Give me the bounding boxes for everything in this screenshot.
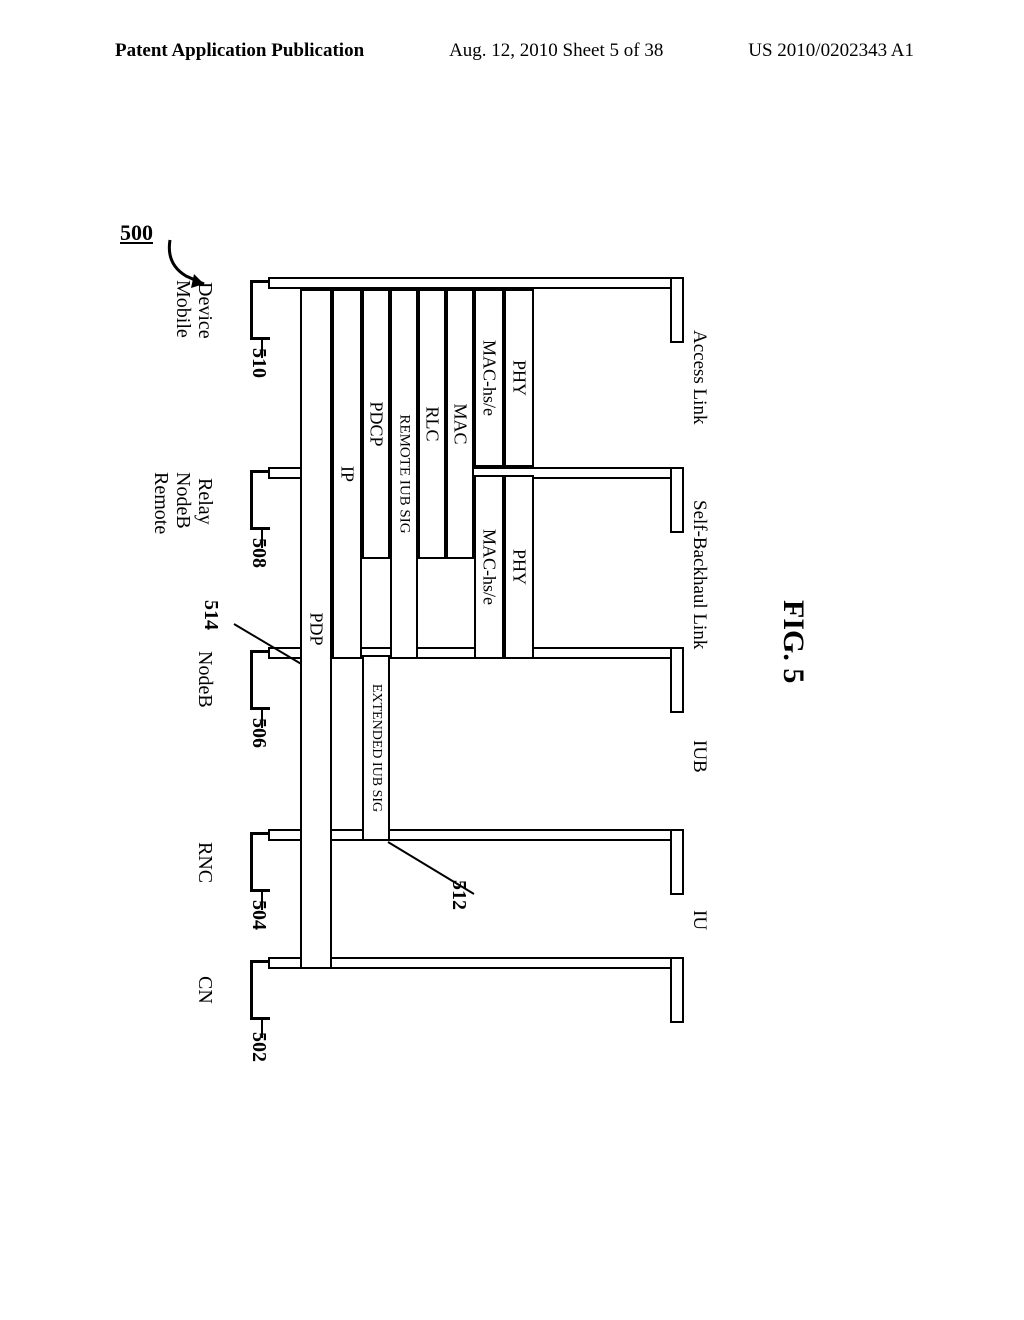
ref-502: 502 xyxy=(247,1032,270,1062)
label-relay-3: Relay xyxy=(193,478,216,525)
lead-502 xyxy=(261,1020,263,1038)
box-pdp: PDP xyxy=(300,289,332,969)
pub-date: Aug. 12, 2010 Sheet 5 of 38 xyxy=(449,40,663,62)
lead-504 xyxy=(261,892,263,910)
link-self-bh: Self-Backhaul Link xyxy=(688,500,710,649)
ref-510: 510 xyxy=(247,348,270,378)
lead-506 xyxy=(261,710,263,728)
figure-ref-500: 500 xyxy=(120,220,153,246)
txt-mac: MAC xyxy=(450,403,471,444)
txt-mac-hse-acc: MAC-hs/e xyxy=(479,340,500,416)
label-ue-2: Device xyxy=(193,282,216,339)
box-pdcp: PDCP xyxy=(362,289,390,559)
txt-ext-iub-sig: EXTENDED IUB SIG xyxy=(368,684,384,812)
box-mac-hse-acc: MAC-hs/e xyxy=(474,289,504,467)
post-relay xyxy=(670,467,684,533)
box-ip: IP xyxy=(332,289,362,659)
figure-caption: FIG. 5 xyxy=(776,600,810,683)
label-relay-2: NodeB xyxy=(171,472,194,529)
txt-phy-acc: PHY xyxy=(509,360,530,396)
label-nodeb: NodeB xyxy=(193,651,216,708)
bracket-cn xyxy=(250,960,270,1020)
box-rem-iub-sig: REMOTE IUB SIG xyxy=(390,289,418,659)
lead-512 xyxy=(384,838,484,898)
txt-phy-bh: PHY xyxy=(509,549,530,585)
lead-508 xyxy=(261,530,263,548)
link-iub: IUB xyxy=(688,740,710,773)
label-relay-1: Remote xyxy=(149,472,172,534)
box-phy-bh: PHY xyxy=(504,475,534,659)
ref-508: 508 xyxy=(247,538,270,568)
txt-rem-iub-sig: REMOTE IUB SIG xyxy=(396,414,413,533)
post-ue xyxy=(670,277,684,343)
lead-510 xyxy=(261,340,263,358)
post-nodeb xyxy=(670,647,684,713)
link-access: Access Link xyxy=(688,330,710,424)
pub-type: Patent Application Publication xyxy=(115,40,364,62)
box-mac-hse-bh: MAC-hs/e xyxy=(474,475,504,659)
box-rlc: RLC xyxy=(418,289,446,559)
link-iu: IU xyxy=(688,910,710,930)
post-cn xyxy=(670,957,684,1023)
label-ue-1: Mobile xyxy=(171,280,194,338)
ref-506: 506 xyxy=(247,718,270,748)
txt-rlc: RLC xyxy=(422,406,443,441)
box-ext-iub-sig: EXTENDED IUB SIG xyxy=(362,655,390,841)
label-cn: CN xyxy=(193,976,216,1004)
txt-pdcp: PDCP xyxy=(366,401,387,446)
txt-pdp: PDP xyxy=(306,612,327,645)
bracket-ue xyxy=(250,280,270,340)
txt-ip: IP xyxy=(337,466,358,482)
txt-mac-hse-bh: MAC-hs/e xyxy=(479,529,500,605)
box-mac: MAC xyxy=(446,289,474,559)
post-rnc xyxy=(670,829,684,895)
page-header: Patent Application Publication Aug. 12, … xyxy=(0,40,1024,62)
box-phy-acc: PHY xyxy=(504,289,534,467)
ref-514: 514 xyxy=(199,600,222,630)
label-rnc: RNC xyxy=(193,842,216,883)
ref-504: 504 xyxy=(247,900,270,930)
pub-number: US 2010/0202343 A1 xyxy=(748,40,914,62)
bracket-relay xyxy=(250,470,270,530)
base-ue xyxy=(268,277,684,289)
bracket-rnc xyxy=(250,832,270,892)
